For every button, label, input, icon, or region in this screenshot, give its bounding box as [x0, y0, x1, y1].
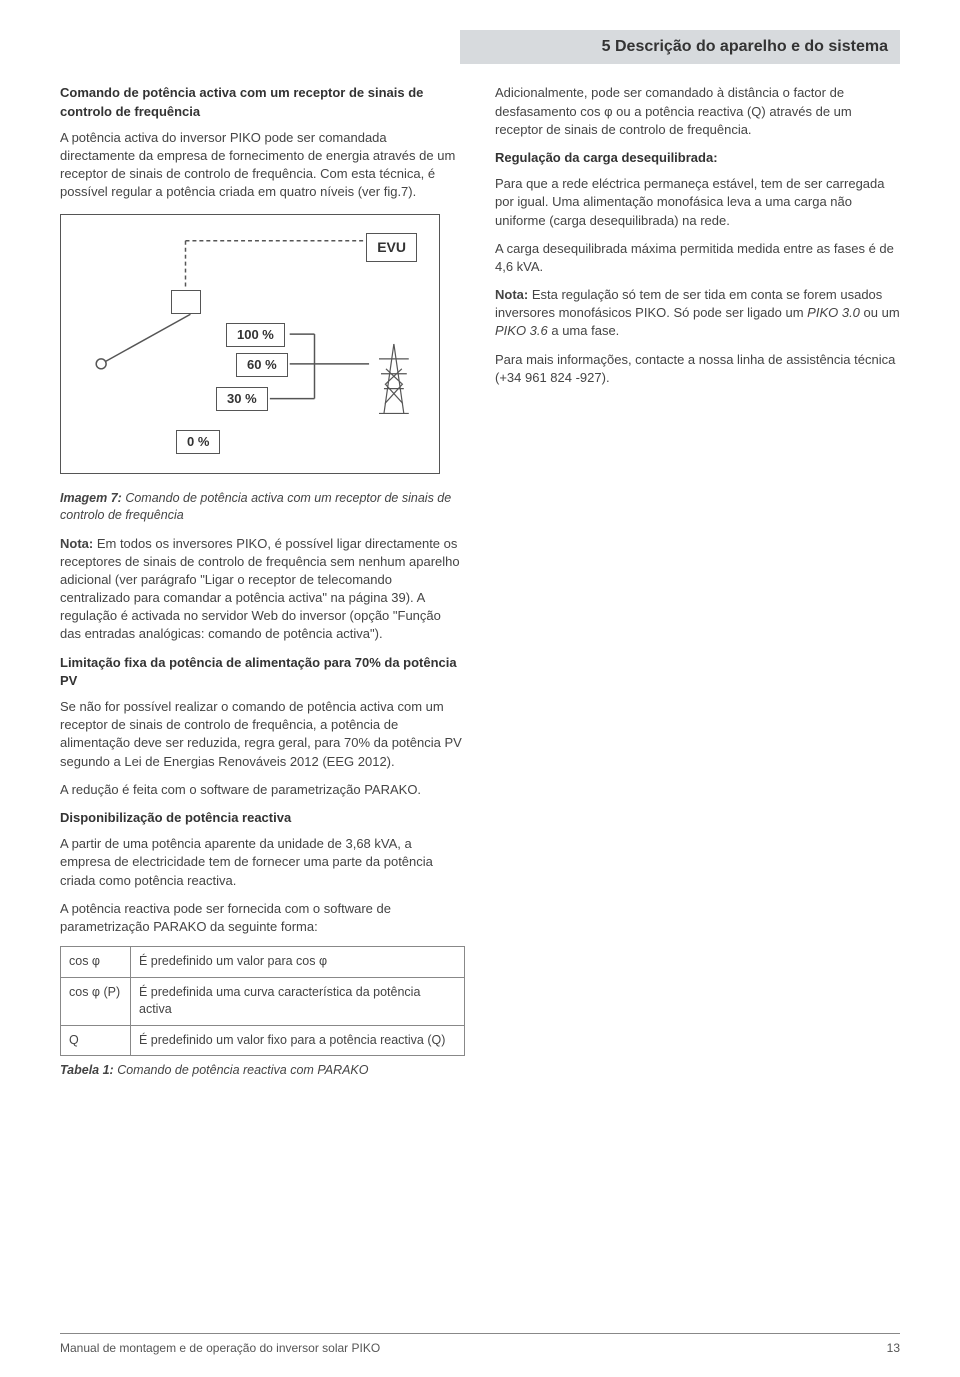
right-paragraph-4: Para mais informações, contacte a nossa …: [495, 351, 900, 387]
table-1-caption-text: Comando de potência reactiva com PARAKO: [114, 1063, 369, 1077]
section-heading-1: Comando de potência activa com um recept…: [60, 84, 465, 120]
parako-table: cos φ É predefinido um valor para cos φ …: [60, 946, 465, 1056]
left-column: Comando de potência activa com um recept…: [60, 84, 465, 1089]
right-paragraph-2: Para que a rede eléctrica permaneça está…: [495, 175, 900, 230]
table-1-caption-label: Tabela 1:: [60, 1063, 114, 1077]
right-nota-t3: a uma fase.: [548, 323, 620, 338]
nota-1: Nota: Em todos os inversores PIKO, é pos…: [60, 535, 465, 644]
table-row: cos φ É predefinido um valor para cos φ: [61, 947, 465, 978]
paragraph-2a: Se não for possível realizar o comando d…: [60, 698, 465, 771]
table-row: Q É predefinido um valor fixo para a pot…: [61, 1025, 465, 1056]
right-nota-i2: PIKO 3.6: [495, 323, 548, 338]
nota-1-label: Nota:: [60, 536, 93, 551]
paragraph-3a: A partir de uma potência aparente da uni…: [60, 835, 465, 890]
paragraph-2b: A redução é feita com o software de para…: [60, 781, 465, 799]
table-cell-key: Q: [61, 1025, 131, 1056]
table-1-caption: Tabela 1: Comando de potência reactiva c…: [60, 1062, 465, 1080]
right-nota-i1: PIKO 3.0: [807, 305, 860, 320]
section-heading-2: Limitação fixa da potência de alimentaçã…: [60, 654, 465, 690]
table-cell-val: É predefinido um valor fixo para a potên…: [131, 1025, 465, 1056]
right-paragraph-1: Adicionalmente, pode ser comandado à dis…: [495, 84, 900, 139]
table-row: cos φ (P) É predefinida uma curva caract…: [61, 977, 465, 1025]
percent-30: 30 %: [216, 387, 268, 411]
percent-60: 60 %: [236, 353, 288, 377]
percent-0: 0 %: [176, 430, 220, 454]
figure-7-diagram: EVU 100 % 60 % 30 % 0 %: [60, 214, 440, 474]
right-column: Adicionalmente, pode ser comandado à dis…: [495, 84, 900, 1089]
percent-100: 100 %: [226, 323, 285, 347]
table-cell-val: É predefinido um valor para cos φ: [131, 947, 465, 978]
receiver-box: [171, 290, 201, 314]
paragraph-intro: A potência activa do inversor PIKO pode …: [60, 129, 465, 202]
right-nota-label: Nota:: [495, 287, 528, 302]
right-nota: Nota: Esta regulação só tem de ser tida …: [495, 286, 900, 341]
table-cell-key: cos φ: [61, 947, 131, 978]
table-cell-key: cos φ (P): [61, 977, 131, 1025]
right-paragraph-3: A carga desequilibrada máxima permitida …: [495, 240, 900, 276]
section-heading-3: Disponibilização de potência reactiva: [60, 809, 465, 827]
table-cell-val: É predefinida uma curva característica d…: [131, 977, 465, 1025]
page-header: 5 Descrição do aparelho e do sistema: [460, 30, 900, 64]
nota-1-text: Em todos os inversores PIKO, é possível …: [60, 536, 460, 642]
page-footer: Manual de montagem e de operação do inve…: [60, 1333, 900, 1357]
footer-text: Manual de montagem e de operação do inve…: [60, 1340, 380, 1357]
figure-7-caption-label: Imagem 7:: [60, 491, 122, 505]
right-heading-1: Regulação da carga desequilibrada:: [495, 149, 900, 167]
content-columns: Comando de potência activa com um recept…: [60, 84, 900, 1089]
evu-label-box: EVU: [366, 233, 417, 263]
figure-7-caption: Imagem 7: Comando de potência activa com…: [60, 490, 465, 525]
right-nota-t2: ou um: [860, 305, 900, 320]
paragraph-3b: A potência reactiva pode ser fornecida c…: [60, 900, 465, 936]
footer-page-number: 13: [887, 1340, 900, 1357]
